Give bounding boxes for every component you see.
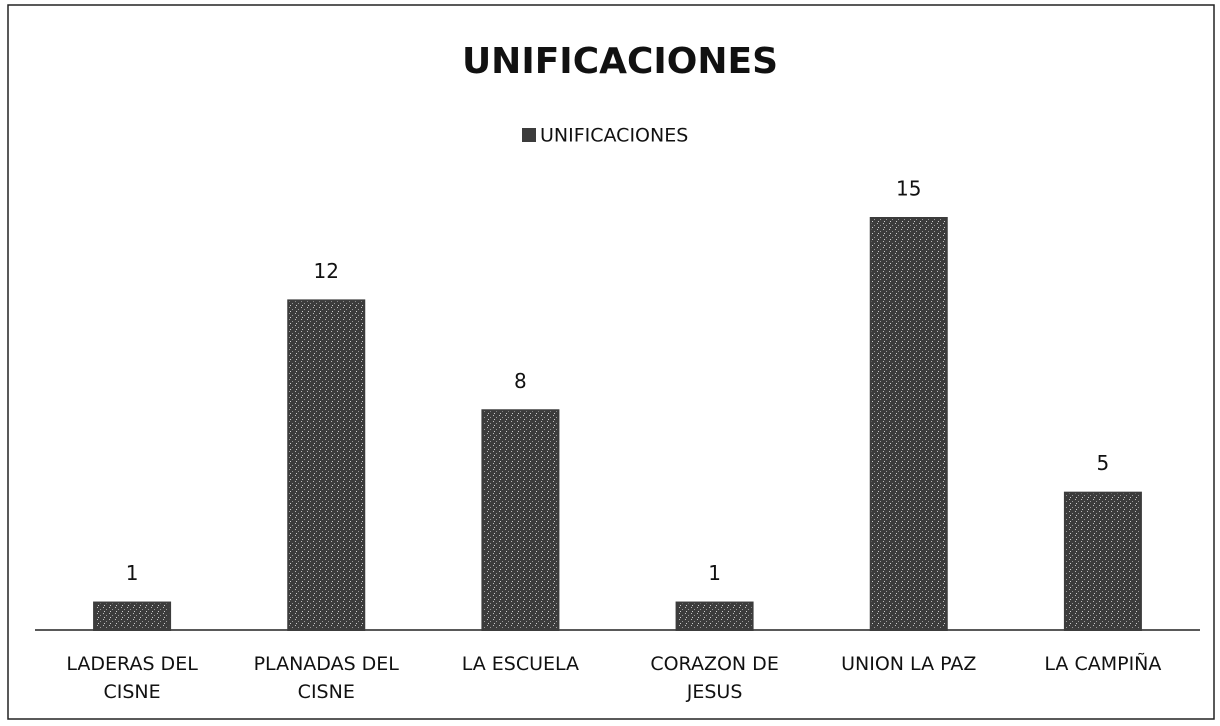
- bar: [287, 299, 366, 631]
- value-label: 1: [708, 561, 721, 585]
- bar: [869, 217, 948, 631]
- legend-swatch: [522, 128, 536, 142]
- x-tick-label: CORAZON DE JESUS: [650, 653, 779, 703]
- x-tick-label: LADERAS DEL CISNE: [66, 653, 198, 703]
- x-tick-label: UNION LA PAZ: [841, 653, 977, 675]
- value-label: 12: [314, 259, 339, 283]
- x-tick-label: LA CAMPIÑA: [1044, 653, 1162, 675]
- bar: [93, 601, 172, 631]
- bar: [1063, 491, 1142, 631]
- value-label: 15: [896, 177, 921, 201]
- x-tick-label: LA ESCUELA: [461, 653, 580, 675]
- chart-title: UNIFICACIONES: [462, 41, 778, 82]
- bar: [481, 409, 560, 631]
- value-label: 5: [1097, 451, 1110, 475]
- bar: [675, 601, 754, 631]
- legend-label: UNIFICACIONES: [540, 125, 688, 147]
- value-label: 1: [126, 561, 139, 585]
- value-label: 8: [514, 369, 527, 393]
- x-tick-label: PLANADAS DEL CISNE: [253, 653, 399, 703]
- chart-border: [7, 4, 1215, 720]
